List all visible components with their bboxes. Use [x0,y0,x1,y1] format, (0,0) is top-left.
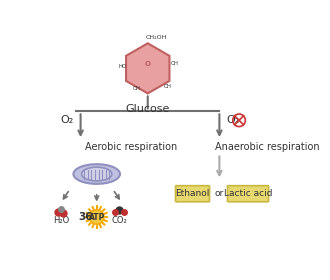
Text: H₂O: H₂O [53,216,69,225]
Text: Anaerobic respiration: Anaerobic respiration [215,142,319,152]
Ellipse shape [82,167,112,181]
Text: Lactic acid: Lactic acid [224,189,272,198]
Text: ATP: ATP [88,213,105,221]
Polygon shape [126,43,170,94]
FancyBboxPatch shape [176,186,210,202]
Text: 36: 36 [78,212,92,222]
FancyBboxPatch shape [227,186,269,202]
Text: Ethanol: Ethanol [175,189,210,198]
Text: O₂: O₂ [60,115,74,125]
Text: OH: OH [171,61,179,66]
Text: O₂: O₂ [227,115,240,125]
Text: OH: OH [163,84,171,89]
Text: OH: OH [133,86,141,90]
Text: Glucose: Glucose [125,104,170,114]
Ellipse shape [74,164,120,184]
Circle shape [89,210,104,224]
Text: CH₂OH: CH₂OH [146,34,167,39]
Text: Aerobic respiration: Aerobic respiration [85,142,177,152]
Text: CO₂: CO₂ [111,216,127,225]
Text: O: O [145,61,151,67]
Text: HO: HO [119,64,127,69]
Text: or: or [215,189,224,198]
